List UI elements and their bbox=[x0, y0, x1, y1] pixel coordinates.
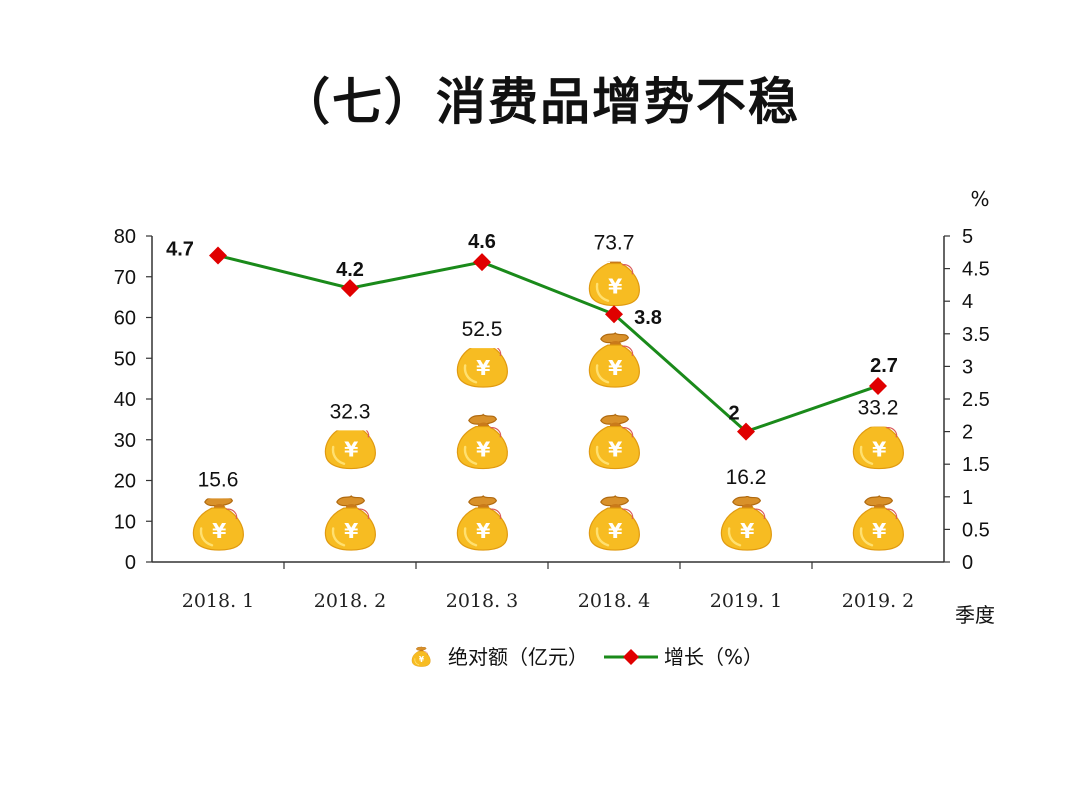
money-bag-icon bbox=[455, 348, 509, 389]
money-bag-icon bbox=[851, 494, 905, 552]
x-axis-label: 季度 bbox=[955, 603, 995, 627]
right-tick-label: 3 bbox=[962, 356, 973, 378]
growth-point bbox=[209, 246, 227, 265]
money-bag-icon bbox=[191, 498, 245, 552]
growth-point bbox=[473, 253, 491, 272]
money-bag-icon bbox=[587, 331, 641, 389]
bar-value-label: 32.3 bbox=[330, 400, 371, 423]
bar-value-label: 73.7 bbox=[594, 232, 635, 255]
right-tick-label: 0 bbox=[962, 552, 973, 574]
money-bag-icon bbox=[587, 261, 641, 308]
money-bag-icon bbox=[719, 495, 773, 552]
bar bbox=[851, 426, 905, 552]
bar-value-label: 33.2 bbox=[858, 397, 899, 420]
x-tick-label: 2019. 2 bbox=[842, 590, 915, 612]
growth-point bbox=[341, 279, 359, 298]
right-tick-label: 2 bbox=[962, 422, 973, 444]
money-bag-icon bbox=[323, 494, 377, 552]
right-tick-label: 4 bbox=[962, 291, 973, 313]
money-bag-icon bbox=[455, 412, 509, 471]
legend-diamond-icon bbox=[623, 649, 639, 665]
x-tick-label: 2018. 1 bbox=[182, 590, 255, 612]
left-tick-label: 20 bbox=[114, 471, 136, 493]
left-tick-label: 50 bbox=[114, 348, 136, 370]
growth-value-label: 4.6 bbox=[468, 231, 496, 253]
bar-value-label: 16.2 bbox=[726, 466, 767, 489]
right-tick-label: 4.5 bbox=[962, 259, 990, 281]
legend-money-bag-icon bbox=[411, 646, 431, 667]
right-tick-label: 0.5 bbox=[962, 519, 990, 541]
money-bag-icon bbox=[587, 412, 641, 471]
growth-value-label: 3.8 bbox=[634, 307, 662, 329]
money-bag-icon bbox=[455, 494, 509, 552]
growth-value-label: 4.2 bbox=[336, 259, 364, 281]
right-tick-label: 1.5 bbox=[962, 454, 990, 476]
x-tick-label: 2018. 4 bbox=[578, 590, 651, 612]
money-bag-icon bbox=[851, 426, 905, 471]
bar bbox=[455, 348, 509, 552]
growth-value-label: 4.7 bbox=[166, 239, 194, 261]
left-tick-label: 80 bbox=[114, 226, 136, 248]
growth-line bbox=[217, 254, 879, 434]
bar bbox=[191, 498, 245, 552]
x-tick-label: 2018. 3 bbox=[446, 590, 519, 612]
left-tick-label: 0 bbox=[125, 552, 136, 574]
bar bbox=[719, 495, 773, 552]
left-tick-label: 10 bbox=[114, 511, 136, 533]
bar bbox=[587, 261, 641, 552]
x-tick-label: 2018. 2 bbox=[314, 590, 387, 612]
right-tick-label: 3.5 bbox=[962, 324, 990, 346]
growth-point bbox=[737, 422, 755, 441]
bar-value-label: 52.5 bbox=[462, 318, 503, 341]
left-tick-label: 60 bbox=[114, 308, 136, 330]
legend-line-label: 增长（%） bbox=[664, 645, 763, 669]
right-tick-label: 2.5 bbox=[962, 389, 990, 411]
bar-value-label: 15.6 bbox=[198, 468, 239, 491]
bar bbox=[323, 430, 377, 552]
left-tick-label: 70 bbox=[114, 267, 136, 289]
x-tick-label: 2019. 1 bbox=[710, 590, 783, 612]
right-tick-label: 5 bbox=[962, 226, 973, 248]
legend-bar-label: 绝对额（亿元） bbox=[448, 645, 588, 669]
growth-value-label: 2 bbox=[728, 403, 739, 425]
right-tick-label: 1 bbox=[962, 487, 973, 509]
growth-point bbox=[605, 305, 623, 324]
money-bag-icon bbox=[587, 494, 641, 552]
left-tick-label: 30 bbox=[114, 430, 136, 452]
growth-point bbox=[869, 376, 887, 395]
left-tick-label: 40 bbox=[114, 389, 136, 411]
page-title: （七）消费品增势不稳 bbox=[280, 72, 800, 131]
growth-value-label: 2.7 bbox=[870, 355, 898, 377]
right-axis-unit: % bbox=[970, 187, 989, 211]
